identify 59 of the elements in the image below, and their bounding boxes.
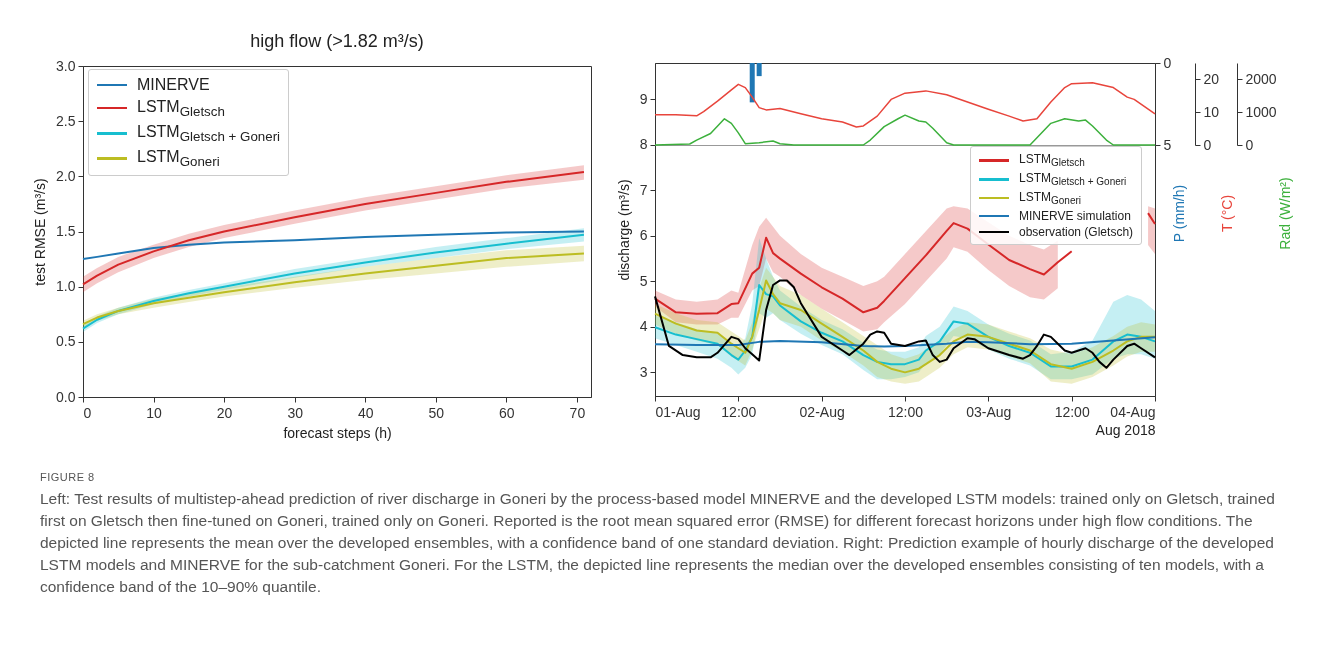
y-tick-label: 4 — [639, 318, 648, 335]
text: Left: Test results of multistep-ahead prediction of river discharge in Goneri by the process-based model MINERVE and the developed LSTM models: trained only on Gletsch, trained first on Gletsch then fine-tuned on Goneri, trained only on Goneri. Reported is the root mean squared error (RMSE) for different forecast horizons under high flow conditions. The depicted line represents the mean over the developed ensembles, with a confidence band of one standard deviation. Right: Prediction example of hourly discharge of the developed LSTM models and MINERVE for the sub-catchment Goneri. For the LSTM, the depicted line represents the median over the developed ensembles consisting of ten models, with a confidence band of the 10–90% quantile. — [40, 488, 1276, 597]
x-tick-label: 70 — [569, 404, 586, 421]
x-tick-label: 04-Aug — [1110, 403, 1156, 420]
y-tick-label: 8 — [639, 136, 648, 153]
y-tick-label: 1.0 — [56, 278, 76, 295]
x-axis-title: Aug 2018 — [1095, 421, 1156, 438]
y3-tick-label: 2000 — [1245, 70, 1277, 87]
x-tick-label: 12:00 — [721, 403, 757, 420]
y2-tick-label: 0 — [1203, 136, 1212, 153]
x-tick-label: 0 — [83, 404, 92, 421]
y-axis-title: discharge (m³/s) — [615, 179, 632, 281]
x-tick-label: 10 — [146, 404, 163, 421]
x-tick-label: 40 — [357, 404, 374, 421]
legend-label: LSTM$_{Gletsch + Goneri}$ — [1019, 169, 1127, 189]
y-tick-label: 7 — [639, 181, 648, 198]
x-tick-label: 03-Aug — [966, 403, 1012, 420]
y2-axis-title: T (°C) — [1219, 194, 1236, 233]
y-tick-label: 3 — [639, 363, 648, 380]
line-series — [82, 230, 585, 261]
x-tick-label: 50 — [428, 404, 445, 421]
line-series — [654, 81, 1156, 128]
line-series — [654, 114, 1156, 146]
x-tick-label: 20 — [216, 404, 233, 421]
y-tick-label: 3.0 — [56, 57, 76, 74]
y-tick-label: 0.0 — [56, 388, 76, 405]
legend-label: MINERVE — [137, 75, 210, 95]
y2-tick-label: 20 — [1203, 70, 1220, 87]
y-tick-label: 5 — [639, 272, 648, 289]
chart-title: high flow (>1.82 m³/s) — [250, 31, 424, 51]
y-tick-label: 6 — [639, 227, 648, 244]
line-series — [654, 336, 1156, 348]
x-tick-label: 02-Aug — [799, 403, 845, 420]
y-axis-title: P (mm/h) — [1171, 184, 1188, 243]
legend-label: LSTM$_{Goneri}$ — [1019, 188, 1082, 208]
x-tick-label: 12:00 — [887, 403, 924, 420]
y2-tick-label: 10 — [1203, 103, 1220, 120]
legend-label: LSTM$_{Gletsch}$ — [1019, 151, 1085, 170]
legend-label: LSTM$_{Gletsch}$ — [137, 96, 225, 121]
legend-label: LSTM$_{Goneri}$ — [137, 146, 220, 172]
y-tick-label: 2.0 — [56, 167, 76, 184]
y3-tick-label: 0 — [1245, 136, 1254, 153]
legend-label: LSTM$_{Gletsch + Goneri}$ — [137, 121, 281, 146]
y-tick-label: 2.5 — [56, 112, 76, 129]
y3-axis-title: Rad (W/m²) — [1276, 177, 1293, 250]
x-tick-label: 01-Aug — [655, 403, 701, 420]
x-tick-label: 60 — [499, 404, 515, 421]
y-tick-label: 1.5 — [56, 223, 76, 239]
y3-tick-label: 1000 — [1245, 103, 1277, 120]
x-axis-title: forecast steps (h) — [283, 424, 392, 441]
x-tick-label: 30 — [287, 404, 304, 421]
y-tick-label: 5 — [1163, 136, 1172, 153]
x-tick-label: 12:00 — [1054, 403, 1090, 420]
legend-label: observation (Gletsch) — [1019, 223, 1134, 241]
legend-label: MINERVE simulation — [1019, 207, 1131, 224]
caption: FIGURE 8 — [40, 470, 96, 485]
y-tick-label: 0.5 — [56, 333, 76, 350]
y-tick-label: 9 — [639, 90, 648, 107]
y-axis-title: test RMSE (m³/s) — [32, 178, 49, 286]
